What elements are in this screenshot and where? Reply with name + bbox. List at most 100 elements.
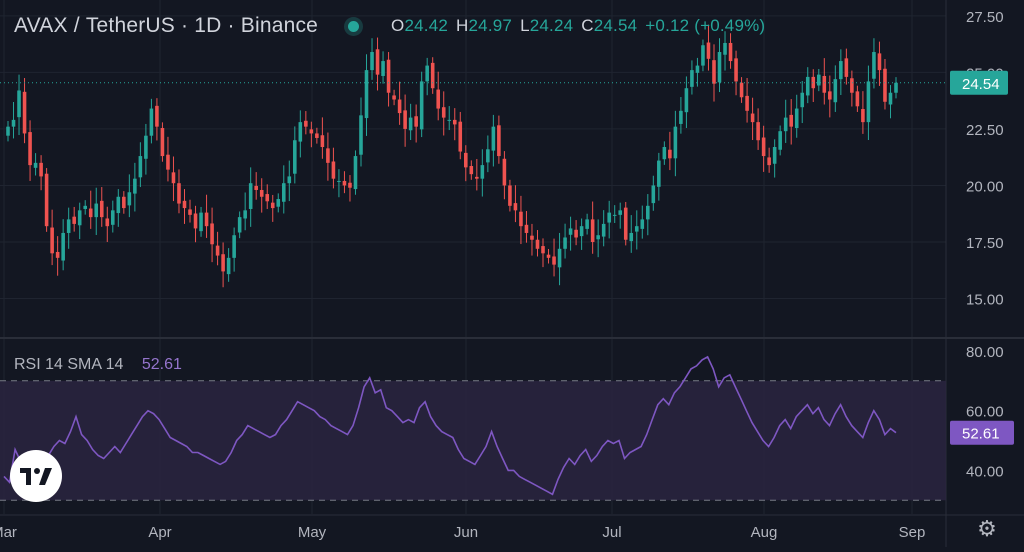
candle-body [607,212,611,223]
candle-body [783,117,788,132]
status-dot-icon [348,20,360,32]
rsi-label: RSI 14 SMA 14 [14,356,124,373]
candle-body [712,60,716,84]
candle-body [17,90,21,118]
candle-body [552,256,556,265]
candle-body [811,76,816,89]
rsi-legend-value: 52.61 [141,356,182,373]
candle-body [381,61,385,76]
candle-body [844,58,849,77]
candle-body [304,120,308,127]
price-tick-label: 17.50 [966,235,1004,252]
gear-icon[interactable]: ⚙ [977,516,997,541]
tradingview-logo-icon[interactable] [10,450,62,502]
candle-body [386,59,391,93]
candle-body [502,158,507,186]
candle-body [359,115,363,155]
candle-body [66,219,71,233]
candle-body [22,91,27,134]
candle-body [39,162,43,177]
candle-body [144,135,148,159]
candle-body [772,147,777,164]
candle-body [563,237,567,249]
candle-body [866,81,871,123]
candle-body [28,132,32,166]
time-tick-label: Aug [751,524,778,541]
candle-body [403,110,407,129]
candle-body [414,116,418,127]
candle-body [408,117,413,131]
price-tick-label: 20.00 [966,178,1004,195]
candle-body [61,232,65,261]
candle-body [204,212,209,227]
candle-body [436,89,441,109]
candle-body [55,251,60,258]
last-price-label: 24.54 [962,76,1000,93]
rsi-tick-label: 80.00 [966,344,1004,361]
candle-body [425,65,429,82]
candle-body [491,126,496,151]
candle-body [508,185,512,206]
candle-body [270,202,275,209]
candle-body [50,227,54,254]
interval-label[interactable]: 1D [194,14,222,37]
price-tick-label: 15.00 [966,292,1004,309]
dot-separator: · [174,14,195,37]
candle-body [640,219,645,229]
candle-body [530,235,534,240]
candle-body [116,196,121,214]
rsi-tick-label: 60.00 [966,404,1004,421]
candle-body [822,75,827,93]
candle-body [800,92,805,108]
rsi-value-badge [950,420,1014,445]
candle-body [761,137,766,157]
candle-body [750,113,755,123]
candle-body [353,156,358,190]
candle-body [83,205,88,209]
candle-body [243,210,247,219]
candle-body [111,210,115,225]
candle-body [519,211,523,227]
time-tick-label: May [298,524,327,541]
open-key: O [391,16,405,35]
candle-body [44,173,49,227]
dot-separator: · [221,14,241,37]
candle-body [662,147,667,160]
candle-body [612,214,617,216]
quote-label: TetherUS [85,14,175,37]
candle-body [33,162,38,168]
symbol-separator: / [67,14,86,37]
candle-body [816,74,821,86]
candle-body [221,254,225,272]
candle-body [839,61,843,80]
candle-body [232,235,236,258]
candle-body [265,194,270,202]
candle-body [590,219,595,243]
candle-body [11,119,16,127]
high-value: 24.97 [468,16,513,35]
candle-body [188,209,192,215]
time-tick-label: Apr [148,524,171,541]
candle-body [828,91,832,100]
last-price-badge [950,70,1008,95]
candle-body [458,121,463,152]
candle-body [122,196,126,209]
symbol-label[interactable]: AVAX [14,14,68,37]
candle-body [513,203,518,211]
candle-body [342,180,347,186]
candle-body [210,223,214,245]
candle-body [668,149,672,159]
candle-body [723,42,727,55]
candle-body [480,165,485,179]
candle-body [877,53,882,71]
candle-body [199,212,203,232]
ohlc-readout: O 24.42 H 24.97 L 24.24 C 24.54 +0.12 (+… [391,16,773,36]
candle-body [805,76,810,96]
candle-body [756,122,760,141]
rsi-legend[interactable]: RSI 14 SMA 14 52.61 [14,356,182,374]
candle-body [739,82,744,98]
exchange-label: Binance [240,14,319,37]
rsi-band [0,380,946,501]
candle-body [182,200,187,209]
